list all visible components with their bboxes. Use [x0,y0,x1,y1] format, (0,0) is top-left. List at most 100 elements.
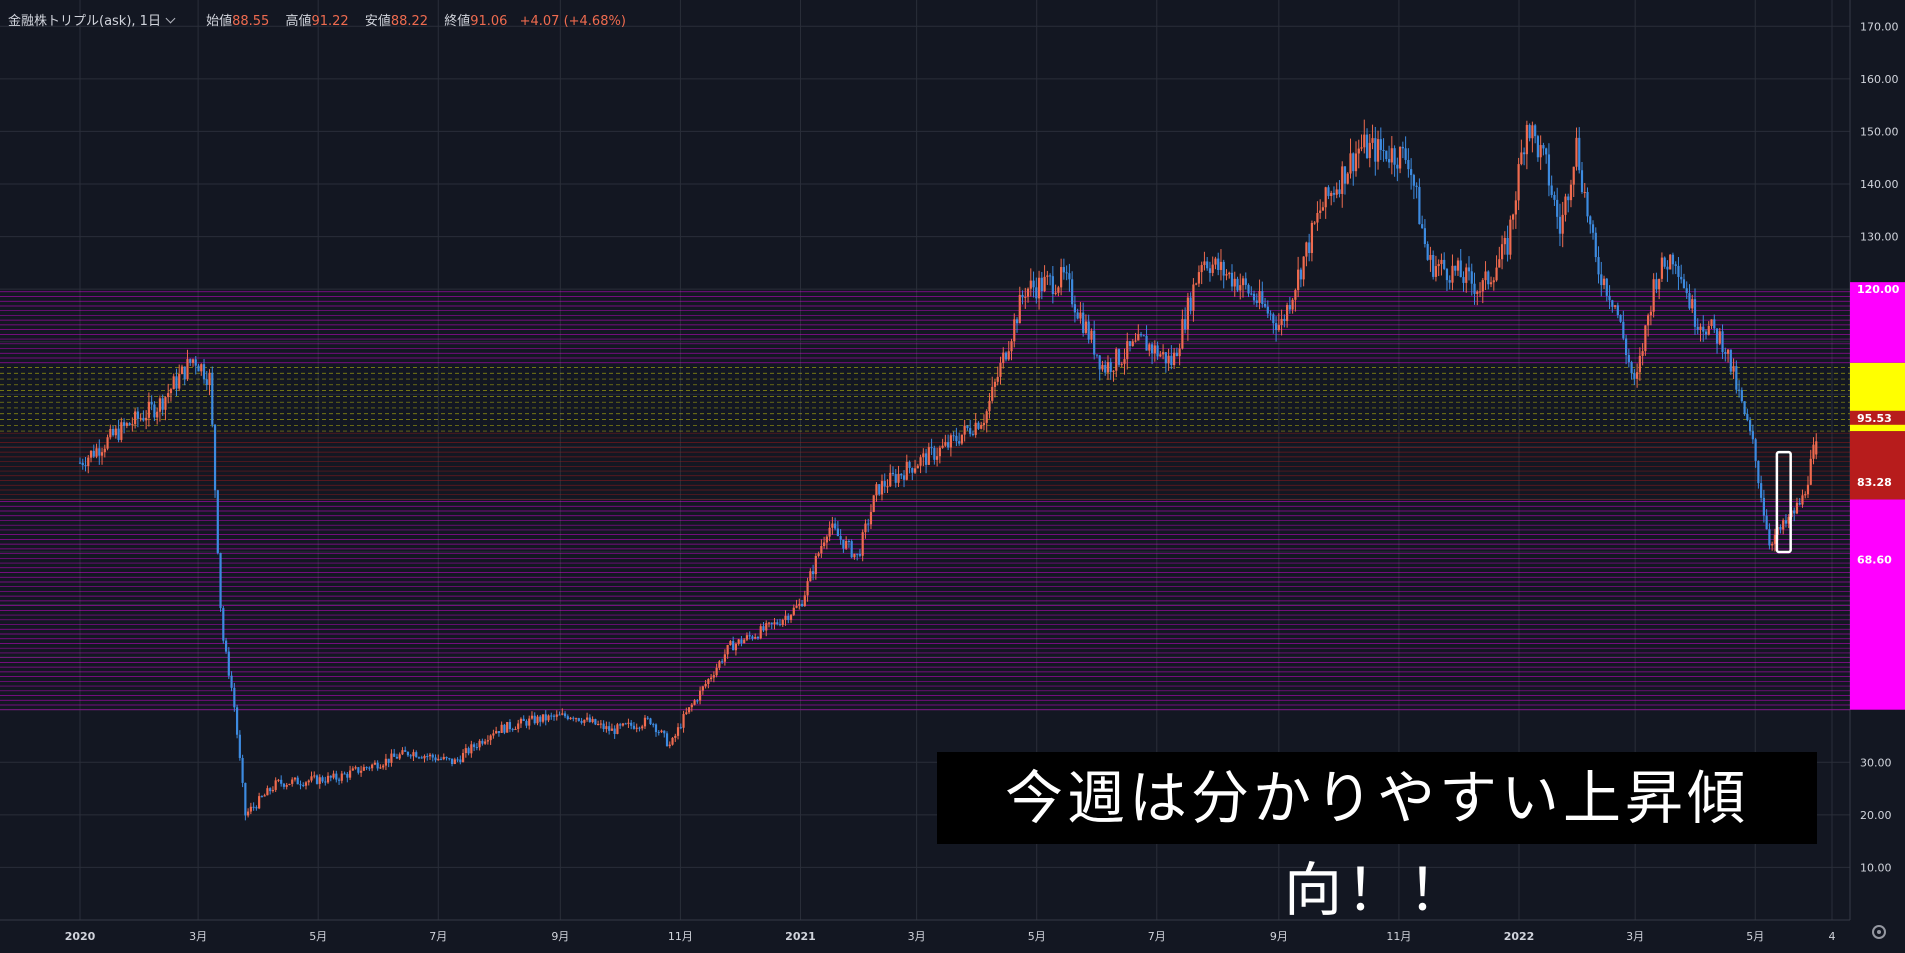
open-label: 始値 [206,14,233,29]
candle-body [1007,351,1010,360]
y-tick-label: 10.00 [1860,861,1892,874]
candle-body [1404,148,1407,160]
x-tick-label: 7月 [1148,930,1166,943]
price-tag-bg [1850,552,1905,567]
candle-body [745,635,749,640]
low-value: 88.22 [390,14,429,29]
candle-body [1586,191,1589,217]
candle-body [1467,267,1471,272]
candle-body [489,735,492,741]
candle-body [1062,267,1065,273]
candle-body [1288,305,1291,310]
candle-body [448,758,451,760]
candle-body [1721,331,1724,353]
candle-body [941,445,944,448]
candle-body [1517,164,1520,201]
candle-body [1013,319,1016,342]
candle-body [1410,169,1413,176]
candle-body [1613,305,1617,307]
candle-body [1021,294,1024,298]
candle-body [839,536,842,540]
x-tick-label: 4 [1829,930,1836,943]
candle-body [1076,312,1079,319]
candle-body [371,764,374,769]
x-tick-label: 11月 [668,930,693,943]
candle-body [1305,242,1308,257]
candle-body [599,723,602,725]
candle-body [1324,187,1327,208]
candle-body [125,423,128,426]
candle-body [930,447,933,449]
candle-body [1071,279,1074,305]
candle-body [1079,312,1082,319]
candle-body [1658,278,1661,290]
candle-body [266,788,269,796]
candle-body [1189,297,1192,311]
candle-body [131,424,134,426]
candle-body [1379,139,1382,150]
candle-body [690,704,693,708]
x-tick-label: 9月 [551,930,569,943]
candle-body [1589,216,1592,225]
candle-body [318,777,321,784]
candle-body [759,626,762,639]
candle-body [1376,139,1380,162]
candle-body [1506,237,1509,255]
candle-body [1230,272,1234,287]
candle-body [1547,154,1551,186]
candle-body [878,484,881,495]
candle-body [1498,259,1501,268]
candle-body [467,748,470,754]
candle-body [682,714,685,728]
candle-body [1809,458,1812,485]
candle-body [1432,254,1435,277]
chevron-down-icon[interactable] [165,13,176,24]
candle-body [834,523,837,529]
candle-body [936,456,939,460]
candle-body [1456,260,1460,271]
candle-body [1536,136,1540,158]
candle-body [1026,288,1030,297]
candle-body [426,755,429,757]
candle-body [820,545,823,554]
gear-icon[interactable] [1872,925,1886,939]
candle-body [588,717,591,723]
candle-body [1478,291,1482,293]
candle-body [1591,224,1595,233]
candle-body [288,783,291,785]
candle-body [1200,265,1203,273]
candle-body [1399,146,1402,169]
candle-body [1688,293,1691,309]
candle-body [197,365,200,372]
candle-body [1217,258,1220,270]
candle-body [252,806,255,808]
candle-body [1357,148,1360,154]
symbol-title[interactable]: 金融株トリプル(ask), 1日 [8,14,161,29]
candle-body [933,448,936,460]
candle-body [806,581,809,596]
candle-body [1161,352,1165,355]
candle-body [313,775,316,777]
candle-body [1291,299,1294,310]
candle-body [580,720,583,723]
candle-body [1261,291,1264,305]
candle-body [1043,276,1046,292]
candle-body [1677,265,1680,277]
high-label: 高値 [285,14,312,29]
candle-body [1274,323,1278,331]
candle-body [1208,268,1212,273]
candle-body [1310,222,1314,254]
candle-body [1106,362,1110,373]
candle-body [1553,194,1556,200]
axis-band-strip [1850,289,1905,363]
candle-body [960,434,964,444]
candle-body [1272,314,1275,324]
candle-body [864,523,867,533]
candle-body [335,773,338,780]
candle-body [1470,271,1473,284]
candle-body [167,393,170,398]
candle-body [191,359,195,363]
candle-body [1280,318,1283,326]
candle-body [189,359,192,363]
